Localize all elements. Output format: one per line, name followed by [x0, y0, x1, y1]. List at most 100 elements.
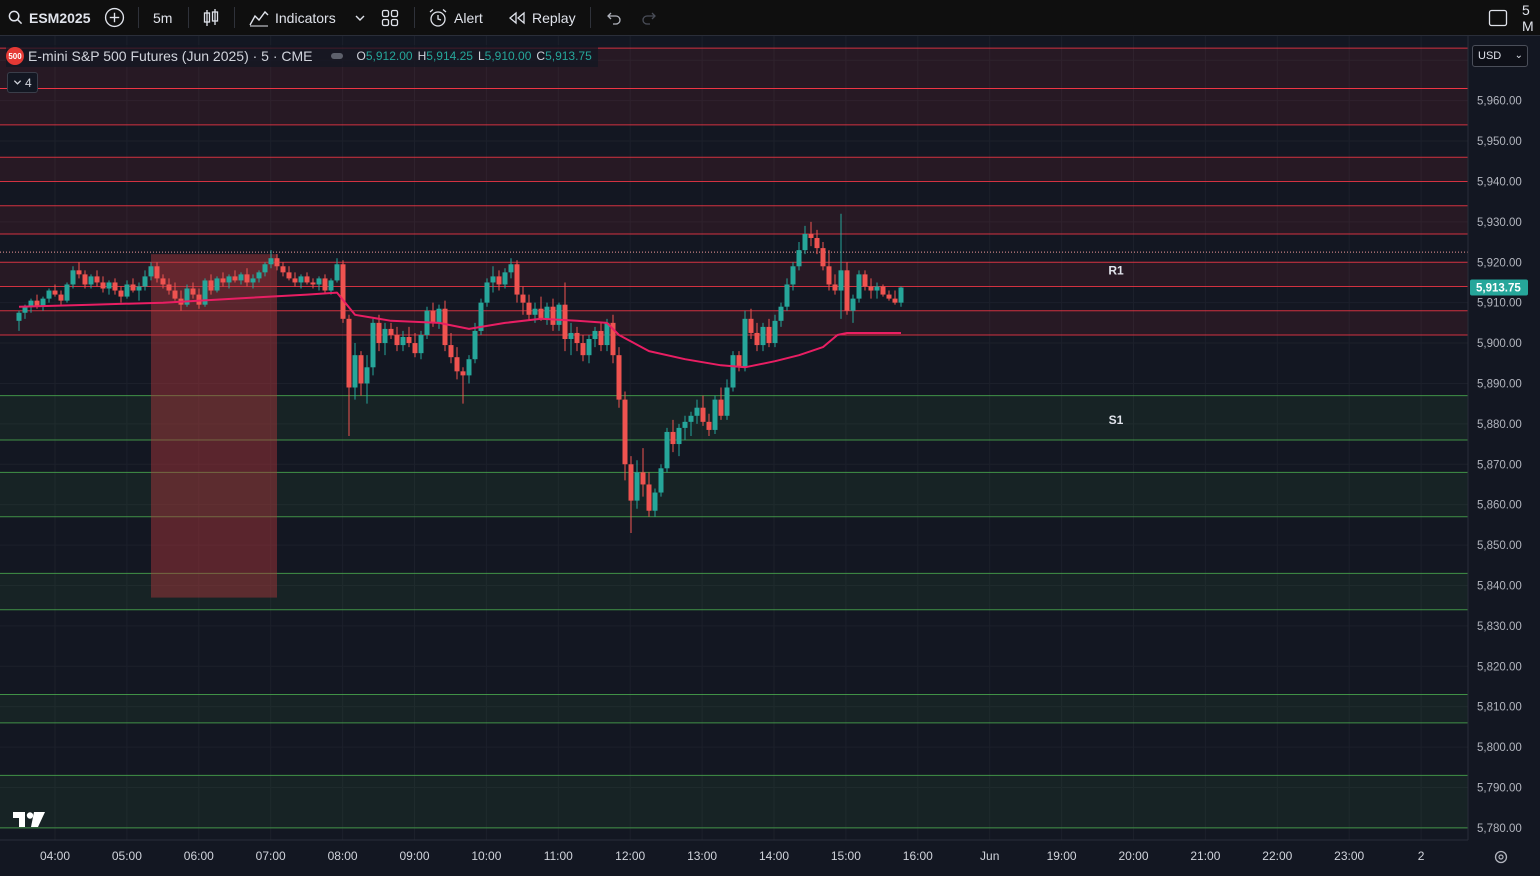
chart-type-button[interactable] — [202, 0, 220, 35]
candle-body — [142, 276, 148, 287]
time-tick-label: 22:00 — [1262, 849, 1292, 863]
redo-button[interactable] — [641, 0, 659, 35]
candle-body — [304, 276, 310, 283]
fullscreen-button[interactable] — [1488, 0, 1508, 35]
close-label: C — [536, 49, 546, 63]
candles-icon — [203, 8, 219, 26]
candle-body — [118, 290, 124, 297]
time-tick-label: 15:00 — [831, 849, 861, 863]
time-tick-label: 19:00 — [1047, 849, 1077, 863]
price-tick-label: 5,840.00 — [1477, 580, 1522, 592]
price-tick-label: 5,880.00 — [1477, 419, 1522, 431]
interval-button[interactable]: 5m — [153, 0, 172, 35]
candle-body — [328, 280, 334, 291]
candle-body — [226, 276, 232, 283]
support-zone — [0, 694, 1468, 723]
candle-body — [166, 284, 172, 291]
candle-body — [898, 287, 904, 303]
candle-body — [754, 332, 760, 346]
candle-body — [532, 308, 538, 315]
candle-body — [508, 264, 514, 273]
settings-gear-icon[interactable] — [1494, 850, 1508, 864]
candle-body — [490, 276, 496, 283]
candle-body — [628, 464, 634, 501]
replay-button[interactable]: Replay — [508, 0, 576, 35]
price-tick-label: 5,900.00 — [1477, 338, 1522, 350]
symbol-search[interactable]: ESM2025 — [8, 0, 90, 35]
candle-body — [790, 266, 796, 285]
indicators-button[interactable]: Indicators — [249, 0, 336, 35]
price-tick-label: 5,850.00 — [1477, 540, 1522, 552]
price-axis[interactable]: 5,780.00 5,790.00 5,800.00 5,810.00 5,820.00… — [1470, 55, 1528, 835]
compare-symbol-button[interactable] — [104, 0, 125, 35]
candle-body — [100, 282, 106, 289]
time-tick-label: 09:00 — [399, 849, 429, 863]
candle-body — [274, 258, 280, 267]
candle-body — [388, 328, 394, 335]
high-value: 5,914.25 — [426, 49, 473, 63]
candle-body — [556, 304, 562, 325]
support-zone — [0, 775, 1468, 828]
candle-body — [28, 300, 34, 307]
level-labels: R1 S1 — [1108, 263, 1124, 426]
time-axis[interactable]: 04:00 05:00 06:00 07:00 08:00 09:00 10:00 11:00… — [40, 849, 1425, 863]
series-legend[interactable]: 500 E-mini S&P 500 Futures (Jun 2025) · … — [6, 45, 598, 67]
candlestick-series — [16, 213, 904, 533]
candle-body — [844, 270, 850, 311]
candle-body — [676, 427, 682, 445]
candle-body — [514, 264, 520, 295]
candle-body — [94, 276, 100, 283]
candle-body — [766, 326, 772, 344]
alert-button[interactable]: Alert — [428, 0, 483, 35]
candle-body — [454, 357, 460, 372]
currency-label: USD — [1478, 50, 1502, 62]
candle-body — [130, 284, 136, 291]
hide-series-icon[interactable] — [330, 53, 343, 59]
candle-body — [238, 274, 244, 281]
price-chart[interactable]: R1 S1 5,780.00 5,790.00 5,800.00 5,810.00 5,8… — [0, 36, 1540, 876]
candle-body — [574, 332, 580, 344]
candle-body — [106, 282, 112, 289]
low-value: 5,910.00 — [484, 49, 532, 63]
candle-body — [874, 286, 880, 291]
candle-body — [196, 294, 202, 305]
candle-body — [160, 278, 166, 285]
time-tick-label: 06:00 — [184, 849, 214, 863]
square-icon — [1488, 9, 1508, 26]
candle-body — [802, 233, 808, 251]
candle-body — [868, 286, 874, 291]
candle-body — [484, 282, 490, 303]
low-label: L — [477, 49, 485, 63]
candle-body — [718, 399, 724, 416]
price-tick-label: 5,920.00 — [1477, 257, 1522, 269]
time-tick-label: Jun — [980, 849, 999, 863]
candle-body — [778, 306, 784, 321]
support-resistance-zones — [0, 47, 1468, 829]
candle-body — [892, 298, 898, 303]
candle-body — [736, 355, 742, 368]
candle-body — [598, 330, 604, 346]
series-title[interactable]: E-mini S&P 500 Futures (Jun 2025) · 5 · … — [28, 48, 313, 64]
candle-body — [220, 278, 226, 283]
currency-select[interactable]: USD ⌄ — [1472, 45, 1528, 67]
price-tick-label: 5,860.00 — [1477, 500, 1522, 512]
watchlist-tab[interactable]: 5 M — [1522, 0, 1540, 35]
indicators-collapse-toggle[interactable]: 4 — [7, 72, 38, 93]
candle-body — [730, 355, 736, 388]
candle-body — [112, 282, 118, 291]
time-tick-label: 14:00 — [759, 849, 789, 863]
candle-body — [538, 308, 544, 319]
candle-body — [826, 266, 832, 285]
candle-body — [358, 355, 364, 384]
candle-body — [208, 280, 214, 291]
candle-body — [82, 274, 88, 285]
candle-body — [298, 276, 304, 283]
candle-body — [712, 399, 718, 430]
layout-button[interactable] — [381, 0, 399, 35]
candle-body — [310, 282, 316, 285]
chevron-down-icon — [13, 80, 22, 85]
candle-body — [268, 258, 274, 265]
indicator-templates-dropdown[interactable] — [354, 0, 366, 35]
undo-button[interactable] — [604, 0, 622, 35]
candle-body — [814, 238, 820, 249]
